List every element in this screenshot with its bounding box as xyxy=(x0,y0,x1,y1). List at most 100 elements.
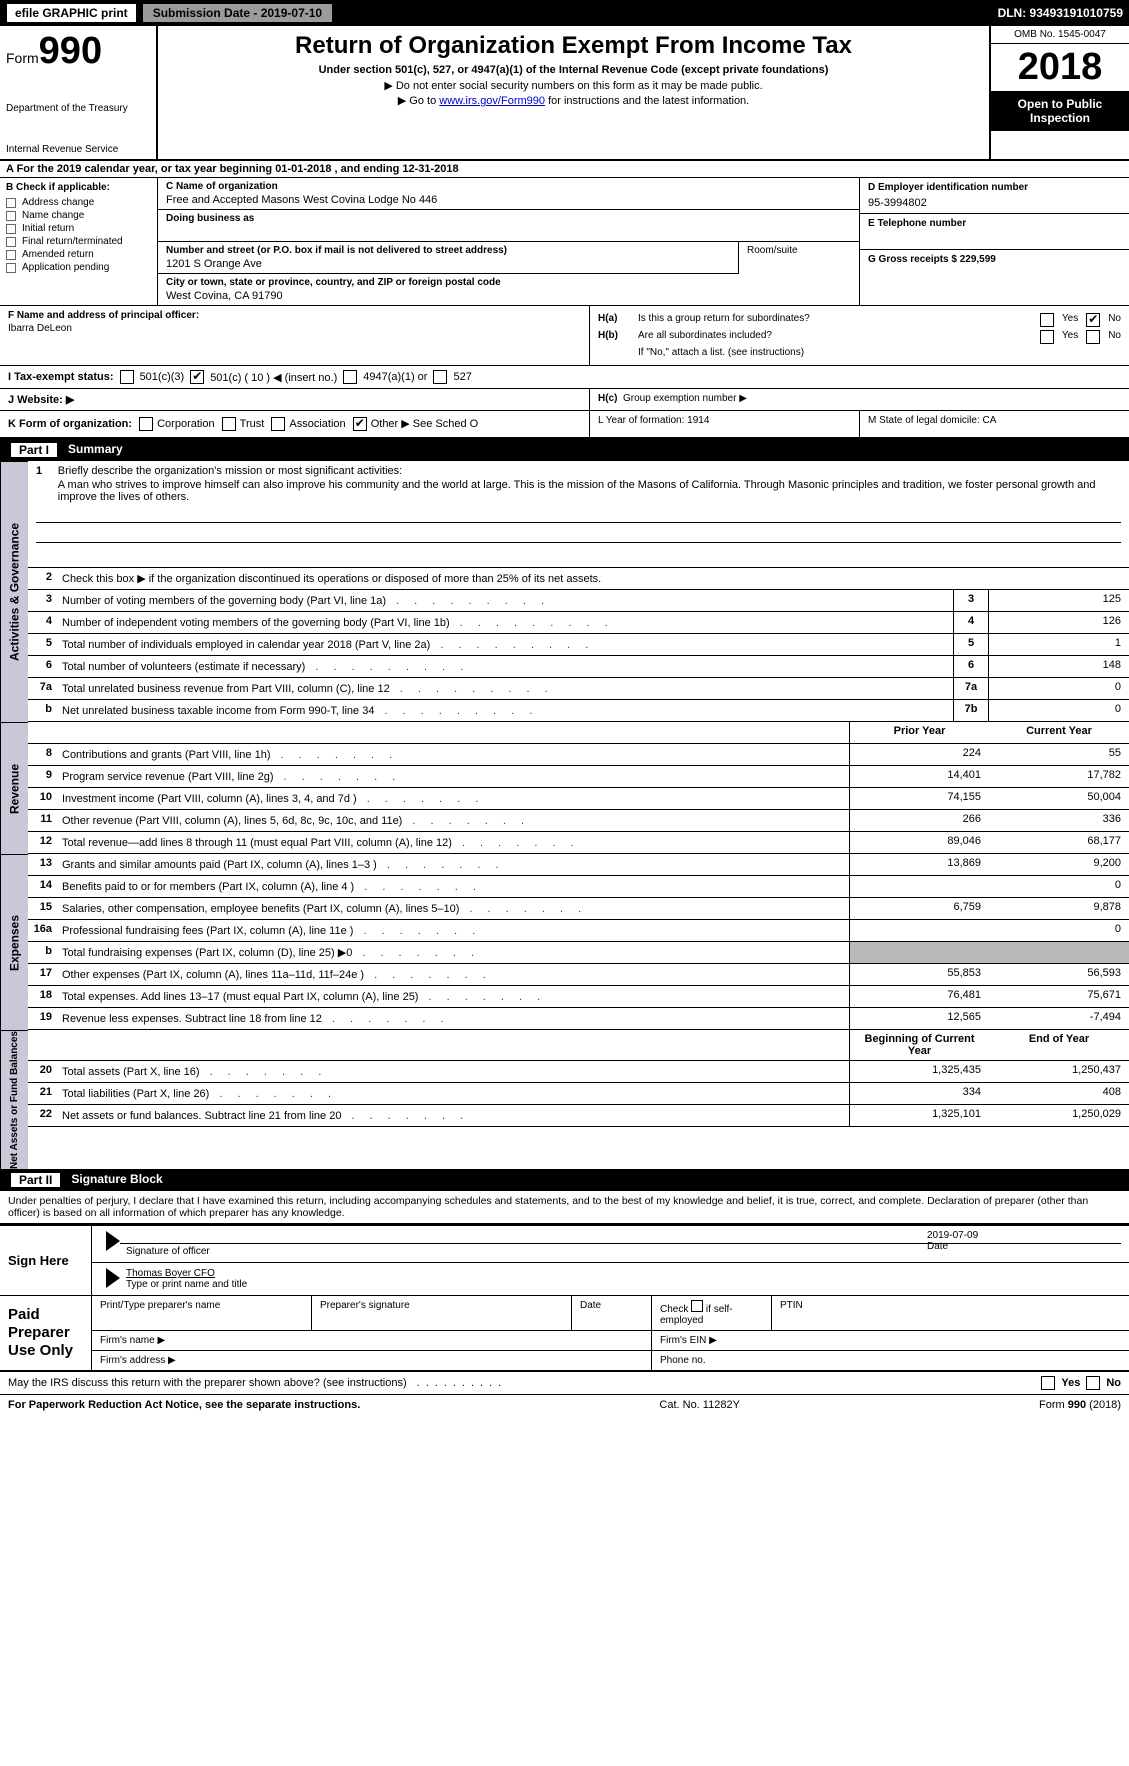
discuss-no: No xyxy=(1106,1377,1121,1389)
line-num: 19 xyxy=(28,1008,56,1029)
4947-label: 4947(a)(1) or xyxy=(363,371,427,383)
checkbox[interactable] xyxy=(6,211,16,221)
current-value: 75,671 xyxy=(989,986,1129,1007)
city-label: City or town, state or province, country… xyxy=(166,277,851,288)
line-num: 17 xyxy=(28,964,56,985)
trust-checkbox[interactable] xyxy=(222,417,236,431)
line-desc: Number of independent voting members of … xyxy=(56,612,953,633)
gross-receipts: G Gross receipts $ 229,599 xyxy=(868,254,1121,265)
note-post: for instructions and the latest informat… xyxy=(545,95,749,107)
i-label: I Tax-exempt status: xyxy=(8,371,114,383)
summary-line: bTotal fundraising expenses (Part IX, co… xyxy=(28,942,1129,964)
prior-value: 6,759 xyxy=(849,898,989,919)
line-desc: Professional fundraising fees (Part IX, … xyxy=(56,920,849,941)
vlabel-net: Net Assets or Fund Balances xyxy=(0,1030,28,1169)
paid-preparer: Paid Preparer Use Only Print/Type prepar… xyxy=(0,1296,1129,1371)
ha-no-checkbox[interactable] xyxy=(1086,313,1100,327)
omb-number: OMB No. 1545-0047 xyxy=(991,26,1129,44)
ha-yes-checkbox[interactable] xyxy=(1040,313,1054,327)
city-value: West Covina, CA 91790 xyxy=(166,290,851,302)
hb-no-checkbox[interactable] xyxy=(1086,330,1100,344)
check-label: Final return/terminated xyxy=(22,236,123,247)
summary-line: 20Total assets (Part X, line 16). . . . … xyxy=(28,1061,1129,1083)
summary-line: 15Salaries, other compensation, employee… xyxy=(28,898,1129,920)
officer-printed-name: Thomas Boyer CFO xyxy=(126,1268,1115,1279)
mission-text: A man who strives to improve himself can… xyxy=(58,479,1121,503)
line-1-num: 1 xyxy=(36,465,58,503)
line-num: 18 xyxy=(28,986,56,1007)
527-checkbox[interactable] xyxy=(433,370,447,384)
section-c: C Name of organization Free and Accepted… xyxy=(158,178,859,305)
assoc-checkbox[interactable] xyxy=(271,417,285,431)
discuss-no-checkbox[interactable] xyxy=(1086,1376,1100,1390)
part-ii-title: Signature Block xyxy=(71,1172,162,1188)
self-emp-checkbox[interactable] xyxy=(691,1300,703,1312)
checkbox[interactable] xyxy=(6,250,16,260)
line-desc: Revenue less expenses. Subtract line 18 … xyxy=(56,1008,849,1029)
gray-cell xyxy=(989,942,1129,963)
section-b-through-g: B Check if applicable: Address changeNam… xyxy=(0,178,1129,306)
activities-governance: Activities & Governance 1 Briefly descri… xyxy=(0,461,1129,722)
line-desc: Number of voting members of the governin… xyxy=(56,590,953,611)
summary-line: 18Total expenses. Add lines 13–17 (must … xyxy=(28,986,1129,1008)
line-desc: Contributions and grants (Part VIII, lin… xyxy=(56,744,849,765)
firm-ein-label: Firm's EIN ▶ xyxy=(652,1331,1129,1350)
header-center: Return of Organization Exempt From Incom… xyxy=(158,26,989,159)
form-title: Return of Organization Exempt From Incom… xyxy=(168,32,979,60)
checkbox[interactable] xyxy=(6,237,16,247)
checkbox[interactable] xyxy=(6,198,16,208)
discuss-yes-checkbox[interactable] xyxy=(1041,1376,1055,1390)
prior-value: 224 xyxy=(849,744,989,765)
summary-line: 17Other expenses (Part IX, column (A), l… xyxy=(28,964,1129,986)
summary-line: 7aTotal unrelated business revenue from … xyxy=(28,678,1129,700)
prior-value: 14,401 xyxy=(849,766,989,787)
part-ii-num: Part II xyxy=(10,1172,61,1188)
end-header: End of Year xyxy=(989,1030,1129,1060)
section-f: F Name and address of principal officer:… xyxy=(0,306,590,365)
summary-line: 5Total number of individuals employed in… xyxy=(28,634,1129,656)
ptin-label: PTIN xyxy=(772,1296,1129,1330)
summary-line: 9Program service revenue (Part VIII, lin… xyxy=(28,766,1129,788)
4947-checkbox[interactable] xyxy=(343,370,357,384)
dba-value xyxy=(166,226,851,238)
other-checkbox[interactable] xyxy=(353,417,367,431)
no-label-2: No xyxy=(1108,330,1121,344)
summary-line: 13Grants and similar amounts paid (Part … xyxy=(28,854,1129,876)
line-desc: Other expenses (Part IX, column (A), lin… xyxy=(56,964,849,985)
checkbox[interactable] xyxy=(6,263,16,273)
irs-link[interactable]: www.irs.gov/Form990 xyxy=(439,95,545,107)
room-label: Room/suite xyxy=(747,245,851,256)
501c-checkbox[interactable] xyxy=(190,370,204,384)
ein-value: 95-3994802 xyxy=(868,197,1121,209)
dba-label: Doing business as xyxy=(166,213,851,224)
phone-value xyxy=(868,233,1121,245)
current-value: 68,177 xyxy=(989,832,1129,853)
line-num: 21 xyxy=(28,1083,56,1104)
line-num: 8 xyxy=(28,744,56,765)
date-label: Date xyxy=(927,1241,948,1252)
line-desc: Total revenue—add lines 8 through 11 (mu… xyxy=(56,832,849,853)
prior-value xyxy=(849,920,989,941)
trust-label: Trust xyxy=(240,418,265,430)
corp-checkbox[interactable] xyxy=(139,417,153,431)
prior-value: 74,155 xyxy=(849,788,989,809)
mission-block: 1 Briefly describe the organization's mi… xyxy=(28,461,1129,568)
checkbox[interactable] xyxy=(6,224,16,234)
c-name-label: C Name of organization xyxy=(166,181,851,192)
b-check-item: Amended return xyxy=(6,249,151,260)
sig-officer-label: Signature of officer xyxy=(126,1246,210,1257)
hb-note: If "No," attach a list. (see instruction… xyxy=(638,347,1121,358)
line-value: 1 xyxy=(989,634,1129,655)
net-assets-section: Net Assets or Fund Balances Beginning of… xyxy=(0,1030,1129,1169)
current-value: 55 xyxy=(989,744,1129,765)
current-value: 17,782 xyxy=(989,766,1129,787)
b-header: B Check if applicable: xyxy=(6,182,151,193)
prior-value: 12,565 xyxy=(849,1008,989,1029)
top-bar: efile GRAPHIC print Submission Date - 20… xyxy=(0,0,1129,26)
signature-block: Sign Here Signature of officer 2019-07-0… xyxy=(0,1224,1129,1371)
net-header-row: Beginning of Current Year End of Year xyxy=(28,1030,1129,1061)
summary-line: 11Other revenue (Part VIII, column (A), … xyxy=(28,810,1129,832)
prior-year-header: Prior Year xyxy=(849,722,989,743)
501c3-checkbox[interactable] xyxy=(120,370,134,384)
hb-yes-checkbox[interactable] xyxy=(1040,330,1054,344)
